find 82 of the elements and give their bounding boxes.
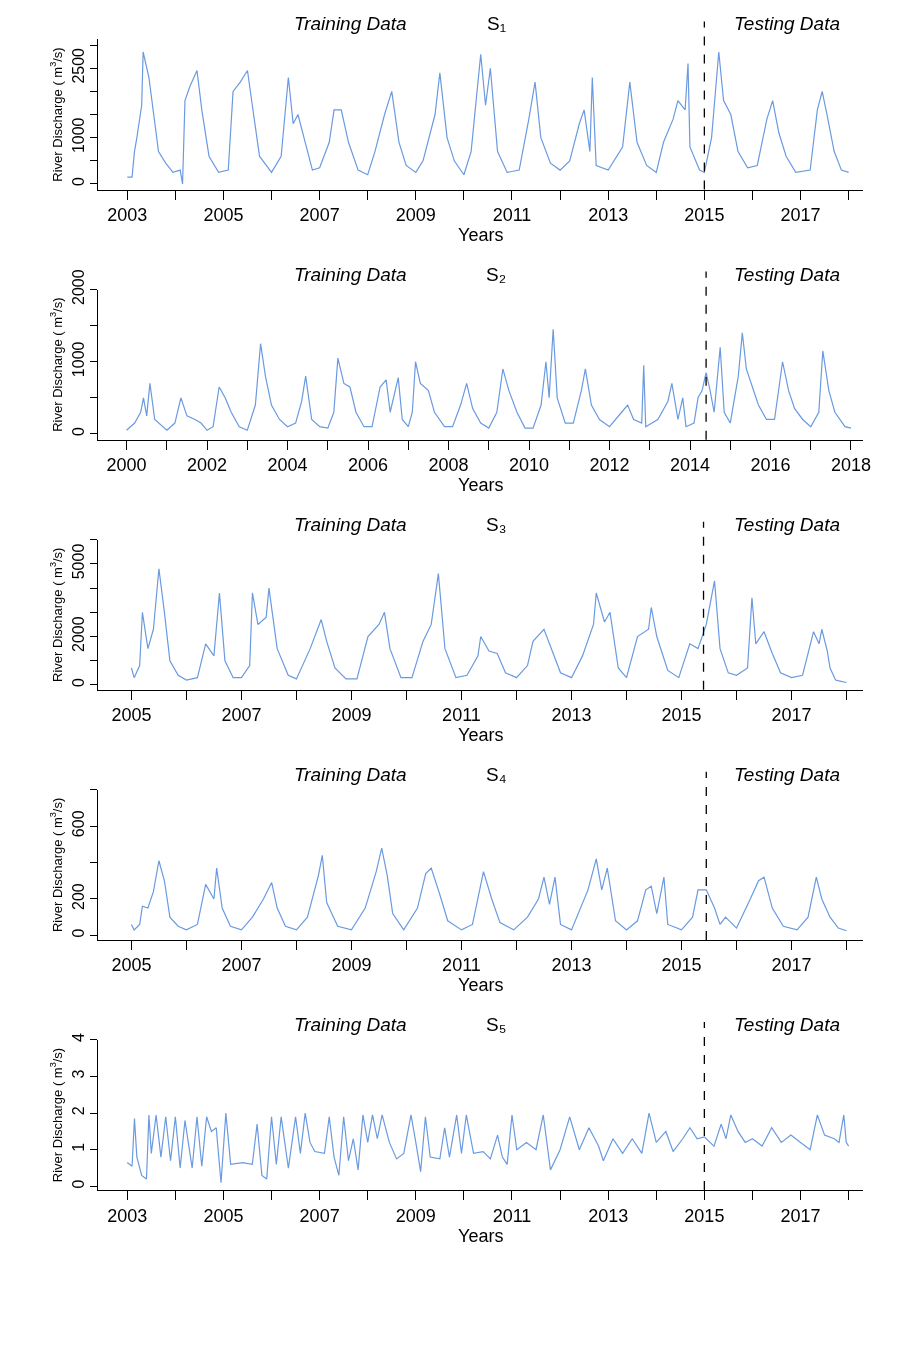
x-tick-label: 2013 — [551, 705, 592, 726]
x-tick-label: 2007 — [221, 705, 262, 726]
x-tick-label: 2000 — [106, 455, 147, 476]
x-tick-label: 2007 — [299, 1205, 340, 1226]
x-tick-label: 2017 — [780, 1205, 821, 1226]
text: Training Data — [294, 264, 407, 285]
x-axis-title: Years — [458, 975, 504, 996]
x-tick-label: 2003 — [107, 1205, 148, 1226]
text: S₂ — [486, 264, 507, 285]
x-tick-label: 2013 — [588, 1205, 629, 1226]
x-tick-label: 2015 — [684, 1205, 725, 1226]
x-tick-label: 2005 — [111, 705, 152, 726]
y-tick-label: 600 — [70, 810, 87, 838]
text: Testing Data — [734, 764, 840, 785]
y-tick-label: 200 — [70, 883, 87, 910]
x-axis-title: Years — [458, 475, 504, 496]
x-tick-label: 2018 — [830, 455, 872, 476]
text: Training Data — [294, 764, 407, 785]
y-tick-label: 2500 — [70, 47, 87, 84]
x-tick-label: 2005 — [111, 955, 152, 976]
x-axis-title: Years — [458, 225, 504, 246]
line-series — [126, 51, 850, 185]
text: Testing Data — [734, 13, 840, 34]
y-tick-label: 0 — [70, 1179, 87, 1189]
x-tick-label: 2008 — [428, 455, 469, 476]
y-tick-label: 0 — [70, 177, 87, 187]
x-tick-label: 2007 — [299, 205, 340, 226]
y-tick-label: 1000 — [70, 341, 87, 378]
text: Training Data — [294, 514, 407, 535]
line-series — [125, 328, 852, 431]
x-tick-label: 2009 — [331, 705, 372, 726]
x-tick-label: 2015 — [661, 705, 702, 726]
x-tick-label: 2009 — [395, 1205, 436, 1226]
x-tick-label: 2003 — [107, 205, 148, 226]
text: Training Data — [294, 1014, 407, 1035]
x-tick-label: 2006 — [348, 455, 389, 476]
text: S₃ — [486, 514, 507, 535]
x-tick-label: 2013 — [588, 205, 629, 226]
text: S₁ — [487, 13, 507, 34]
x-tick-label: 2017 — [771, 955, 812, 976]
y-tick-label: 0 — [70, 677, 87, 687]
text: S₄ — [486, 764, 507, 785]
text: S₅ — [486, 1014, 507, 1035]
text: Testing Data — [734, 514, 840, 535]
y-tick-label: 0 — [70, 928, 87, 938]
y-tick-label: 3 — [70, 1069, 87, 1079]
x-tick-label: 2011 — [492, 205, 532, 226]
x-tick-label: 2017 — [780, 205, 821, 226]
x-tick-label: 2011 — [492, 1205, 532, 1226]
y-tick-label: 2 — [70, 1106, 87, 1116]
y-tick-label: 4 — [70, 1032, 87, 1042]
y-tick-label: 0 — [70, 426, 87, 436]
line-series — [130, 847, 848, 932]
x-tick-label: 2011 — [442, 705, 481, 726]
x-tick-label: 2007 — [221, 955, 262, 976]
x-tick-label: 2011 — [442, 955, 481, 976]
x-tick-label: 2005 — [203, 1205, 244, 1226]
y-tick-label: 1 — [70, 1142, 87, 1152]
x-tick-label: 2010 — [509, 455, 550, 476]
text: Testing Data — [734, 264, 840, 285]
x-tick-label: 2002 — [187, 455, 228, 476]
x-tick-label: 2012 — [589, 455, 630, 476]
y-tick-label: 2000 — [70, 269, 87, 305]
x-tick-label: 2004 — [267, 455, 308, 476]
x-tick-label: 2009 — [331, 955, 372, 976]
x-tick-label: 2009 — [395, 205, 436, 226]
text: Training Data — [294, 13, 407, 34]
x-tick-label: 2015 — [684, 205, 725, 226]
x-axis-title: Years — [458, 1225, 504, 1246]
x-tick-label: 2014 — [669, 455, 711, 476]
x-tick-label: 2005 — [203, 205, 244, 226]
text: Testing Data — [734, 1014, 840, 1035]
line-series — [126, 1112, 850, 1184]
line-series — [130, 568, 848, 684]
x-tick-label: 2017 — [771, 705, 812, 726]
x-tick-label: 2015 — [661, 955, 702, 976]
y-tick-label: 1000 — [70, 117, 87, 154]
y-tick-label: 2000 — [70, 616, 87, 652]
y-tick-label: 5000 — [70, 543, 87, 580]
x-tick-label: 2016 — [750, 455, 791, 476]
x-tick-label: 2013 — [551, 955, 592, 976]
x-axis-title: Years — [458, 725, 504, 746]
